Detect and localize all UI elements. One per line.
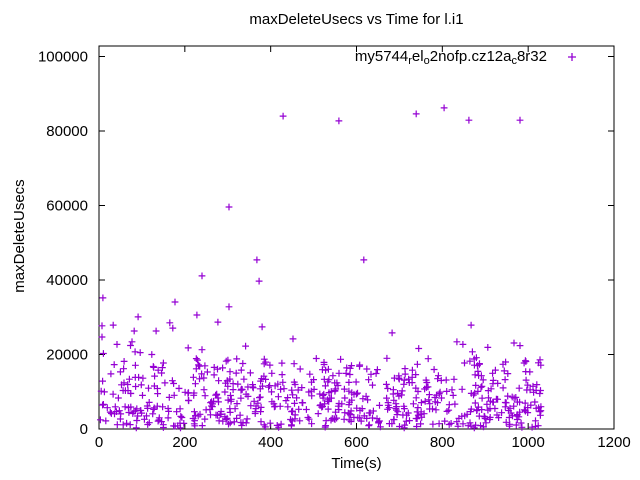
x-tick-label: 800 <box>430 434 455 451</box>
y-tick-label: 60000 <box>46 198 88 215</box>
y-axis-label: maxDeleteUsecs <box>11 179 28 293</box>
x-axis-label: Time(s) <box>331 455 382 472</box>
legend-marker <box>568 53 576 61</box>
legend-subscript-segment: c <box>511 55 517 67</box>
x-tick-label: 600 <box>344 434 369 451</box>
x-tick-label: 1000 <box>511 434 544 451</box>
legend-entry-label: my5744relo2nofp.cz12ac8r32 <box>355 48 547 67</box>
y-tick-label: 40000 <box>46 272 88 289</box>
x-tick-label: 1200 <box>597 434 630 451</box>
y-tick-label: 80000 <box>46 123 88 140</box>
x-tick-label: 400 <box>258 434 283 451</box>
legend-text-segment: my5744 <box>354 48 409 65</box>
legend-subscript-segment: o <box>423 55 430 67</box>
y-tick-label: 20000 <box>46 347 88 364</box>
x-tick-label: 0 <box>95 434 103 451</box>
y-tick-label: 100000 <box>38 49 88 66</box>
legend-subscript-segment: r <box>408 55 412 67</box>
legend-text-segment: 8r32 <box>516 48 547 65</box>
x-tick-label: 200 <box>172 434 197 451</box>
y-tick-label: 0 <box>80 421 88 438</box>
axis-ticks <box>98 46 615 430</box>
legend-text-segment: 2nofp.cz12a <box>429 48 512 65</box>
plot-border <box>98 45 615 430</box>
legend-text-segment: el <box>411 48 424 65</box>
data-points <box>97 104 545 432</box>
chart-title: maxDeleteUsecs vs Time for l.i1 <box>249 11 464 28</box>
